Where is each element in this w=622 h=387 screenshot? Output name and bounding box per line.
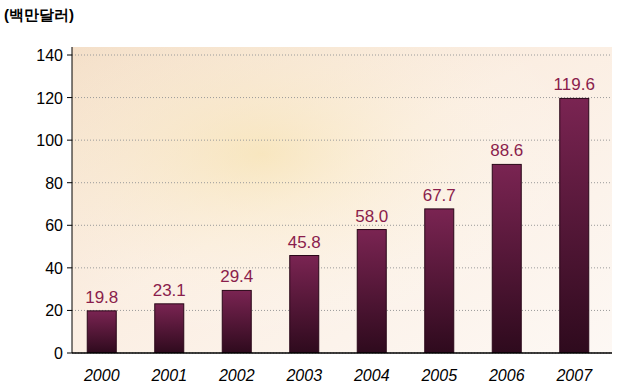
grid-line <box>72 310 612 311</box>
bar <box>87 311 116 353</box>
x-tick-label: 2003 <box>285 367 322 384</box>
plot-background-glow <box>72 47 612 353</box>
bar <box>425 209 454 353</box>
data-label: 119.6 <box>554 75 595 94</box>
x-tick-label: 2004 <box>353 367 390 384</box>
grid-line <box>72 225 612 226</box>
y-tick <box>67 55 72 56</box>
grid-line <box>72 97 612 98</box>
bar <box>155 304 184 353</box>
x-tick-label: 2000 <box>83 367 120 384</box>
y-tick-label: 100 <box>36 132 63 149</box>
chart-container: (백만달러) 0 20 40 60 80 100 120 140 19.8 2000 23.1 2001… <box>0 0 622 387</box>
y-tick-label: 120 <box>36 90 63 107</box>
grid-line <box>72 353 612 354</box>
grid-line <box>72 267 612 268</box>
bar <box>492 164 521 353</box>
data-label: 58.0 <box>355 207 388 226</box>
y-tick <box>67 267 72 268</box>
y-tick <box>67 97 72 98</box>
x-tick-label: 2005 <box>420 367 457 384</box>
y-tick-label: 80 <box>45 175 63 192</box>
bar <box>290 256 319 353</box>
y-tick-label: 140 <box>36 47 63 64</box>
grid-line <box>72 55 612 56</box>
x-tick-label: 2002 <box>218 367 255 384</box>
y-tick-label: 60 <box>45 217 63 234</box>
plot-background <box>72 47 612 353</box>
x-tick-label: 2007 <box>555 367 593 384</box>
data-label: 19.8 <box>85 288 118 307</box>
grid-line <box>72 140 612 141</box>
y-tick <box>67 225 72 226</box>
data-label: 23.1 <box>153 281 186 300</box>
x-axis-line <box>72 352 612 354</box>
y-tick <box>67 353 72 354</box>
y-tick <box>67 140 72 141</box>
x-tick-label: 2006 <box>488 367 525 384</box>
bars <box>87 98 589 353</box>
data-label: 88.6 <box>490 141 523 160</box>
bar <box>560 98 589 353</box>
y-tick <box>67 182 72 183</box>
grid-line <box>72 182 612 183</box>
y-axis-line <box>72 47 73 353</box>
x-tick-label: 2001 <box>150 367 187 384</box>
y-tick <box>67 310 72 311</box>
y-axis-label: (백만달러) <box>4 6 74 23</box>
chart-svg: (백만달러) 0 20 40 60 80 100 120 140 19.8 2000 23.1 2001… <box>0 0 622 387</box>
bar <box>357 230 386 353</box>
y-tick-label: 0 <box>54 345 63 362</box>
bar <box>222 290 251 353</box>
data-label: 67.7 <box>423 186 456 205</box>
y-tick-label: 20 <box>45 302 63 319</box>
y-tick-label: 40 <box>45 260 63 277</box>
data-label: 29.4 <box>220 267 253 286</box>
data-label: 45.8 <box>288 233 321 252</box>
